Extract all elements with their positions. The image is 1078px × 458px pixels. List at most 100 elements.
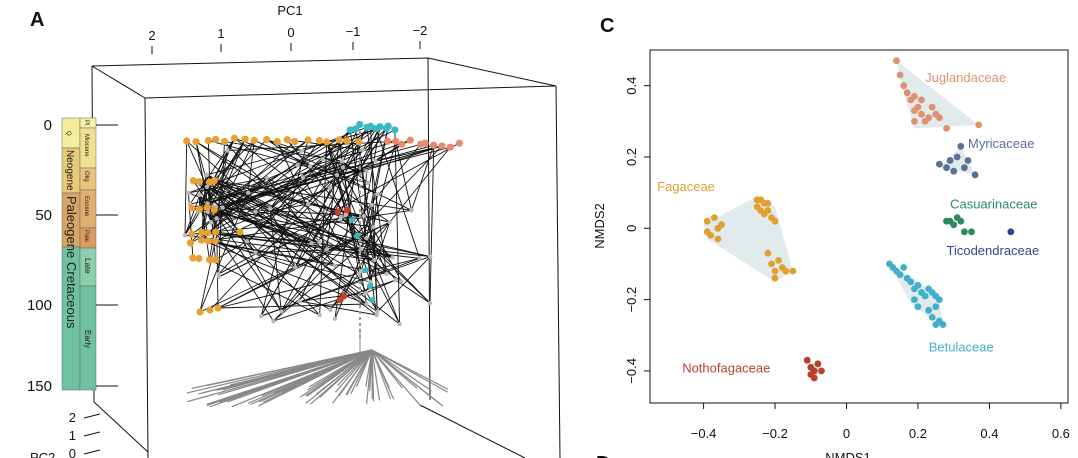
pc1-tick-label: −1 <box>346 24 361 39</box>
fagaceae-point <box>789 267 797 275</box>
y-tick-label: 0.2 <box>624 148 639 166</box>
node-dot <box>324 247 330 252</box>
myricaceae-label: Myricaceae <box>968 136 1034 151</box>
node-dot <box>384 271 389 277</box>
branch-line <box>215 206 312 244</box>
branch-line <box>201 239 367 305</box>
era-label-neogene: Neogene <box>64 150 75 191</box>
node-dot <box>293 265 298 270</box>
tip-dot <box>204 136 212 145</box>
tip-dot <box>189 254 197 262</box>
time-tick-label: 150 <box>27 378 52 395</box>
tip-dot <box>206 306 214 314</box>
tip-dot <box>210 177 218 185</box>
node-dot <box>427 300 433 306</box>
node-dot <box>328 307 333 313</box>
tip-dot <box>340 292 348 300</box>
nothofagaceae-point <box>814 360 822 368</box>
tip-dot <box>367 283 373 289</box>
branch-line <box>330 221 391 311</box>
myricaceae-point <box>943 164 950 172</box>
tip-dot <box>384 122 392 130</box>
node-dot <box>369 202 374 208</box>
juglandaceae-label: Juglandaceae <box>925 70 1006 85</box>
node-dot <box>320 157 325 162</box>
tip-dot <box>273 138 281 146</box>
myricaceae-point <box>957 142 965 150</box>
fagaceae-point <box>771 217 779 225</box>
panel-a: A PC1 2 1 0 −1 −2 <box>27 3 561 458</box>
branch-line <box>358 141 375 261</box>
tip-dot <box>211 256 220 264</box>
era-label-cretaceous: Cretaceous <box>64 262 79 329</box>
branch-line <box>266 139 390 223</box>
betulaceae-point <box>925 306 933 314</box>
branch-line <box>217 303 367 309</box>
betulaceae-point <box>939 321 947 328</box>
y-axis-label: NMDS2 <box>592 203 607 249</box>
node-dot <box>397 321 402 327</box>
node-dot <box>364 235 369 241</box>
juglandaceae-point <box>893 57 900 65</box>
branch-line <box>210 203 309 223</box>
node-dot <box>258 313 264 319</box>
nothofagaceae-point <box>810 374 818 382</box>
node-dot <box>204 184 210 190</box>
branch-line <box>255 211 374 228</box>
tip-dot <box>196 205 204 213</box>
branch-line <box>342 166 367 173</box>
pc2-corner-label: PC2 <box>30 450 55 458</box>
branch-line <box>366 237 431 304</box>
tip-dot <box>354 233 360 239</box>
pc1-tick-label: −2 <box>413 23 428 38</box>
myricaceae-point <box>936 160 943 168</box>
myricaceae-point <box>950 167 958 175</box>
node-dot <box>305 201 311 207</box>
phylomorphospace-network <box>182 120 463 408</box>
branch-line <box>213 160 376 208</box>
node-dot <box>359 268 364 274</box>
tip-dot <box>392 137 400 145</box>
branch-line <box>299 300 377 316</box>
projection-line <box>187 349 373 403</box>
branch-line <box>302 177 378 313</box>
tip-dot <box>186 239 195 247</box>
node-dot <box>365 180 371 186</box>
branch-line <box>395 141 412 211</box>
branch-line <box>214 209 375 261</box>
tip-dot <box>195 254 203 263</box>
y-tick-label: −0.2 <box>624 287 639 313</box>
epoch-label-late: Late <box>83 258 92 274</box>
node-dot <box>399 279 404 284</box>
node-dot <box>253 250 258 255</box>
tip-dot <box>438 142 446 150</box>
node-dot <box>317 240 322 245</box>
branch-line <box>326 141 401 325</box>
tip-dot <box>263 135 271 144</box>
betulaceae-point <box>911 296 918 303</box>
betulaceae-point <box>936 296 943 303</box>
branch-line <box>376 256 431 313</box>
branch-line <box>336 174 362 272</box>
projection-line <box>207 349 373 387</box>
branch-line <box>184 174 208 236</box>
projection-line <box>356 349 373 388</box>
plot-frame <box>649 49 1069 404</box>
panel-d-label: D <box>596 453 610 458</box>
pc3-tick-mark <box>83 413 101 419</box>
node-dot <box>409 208 414 213</box>
fagaceae-point <box>768 260 775 268</box>
branch-line <box>269 208 282 312</box>
branch-line <box>216 145 443 219</box>
tip-dot <box>356 120 364 129</box>
y-tick-label: 0.4 <box>624 77 639 95</box>
tip-dot <box>214 304 222 312</box>
x-tick-label: −0.2 <box>762 426 788 441</box>
epoch-label-pale: Pale <box>83 230 89 243</box>
tip-dot <box>211 237 219 245</box>
tip-dot <box>203 203 211 211</box>
tip-dot <box>363 267 369 273</box>
node-dot <box>246 190 251 195</box>
tip-dot <box>205 256 214 264</box>
juglandaceae-point <box>911 117 918 125</box>
